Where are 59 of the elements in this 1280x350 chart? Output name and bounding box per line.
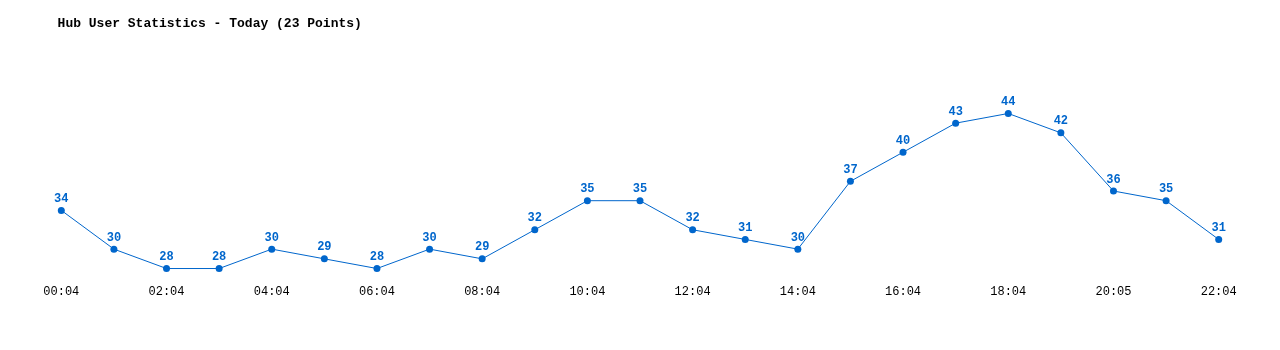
x-tick-label: 02:04 <box>148 285 185 299</box>
point <box>426 245 434 253</box>
data-label: 30 <box>264 230 279 245</box>
x-tick-label: 12:04 <box>674 285 711 299</box>
point <box>478 255 486 263</box>
data-label: 28 <box>369 250 385 265</box>
data-label: 30 <box>790 230 806 245</box>
point <box>952 119 960 127</box>
point <box>215 265 223 273</box>
data-label: 32 <box>527 211 542 226</box>
point <box>636 197 644 205</box>
data-label: 34 <box>54 192 69 207</box>
point <box>1057 129 1065 137</box>
point <box>531 226 539 234</box>
data-label: 35 <box>632 182 648 197</box>
point <box>794 245 802 253</box>
point <box>583 197 591 205</box>
data-label: 32 <box>685 211 700 226</box>
point <box>110 245 118 253</box>
point <box>268 245 276 253</box>
data-label: 37 <box>843 162 858 177</box>
x-tick-label: 08:04 <box>464 285 501 299</box>
x-tick-label: 10:04 <box>569 285 606 299</box>
data-label: 29 <box>474 240 490 255</box>
data-label: 35 <box>1158 182 1174 197</box>
data-label: 31 <box>738 221 753 236</box>
data-label: 44 <box>1001 95 1016 110</box>
data-label: 30 <box>422 230 437 245</box>
x-tick-label: 14:04 <box>779 285 816 299</box>
data-label: 43 <box>948 104 963 119</box>
data-label: 36 <box>1106 172 1121 187</box>
data-label: 28 <box>159 250 174 265</box>
x-tick-label: 16:04 <box>885 285 922 299</box>
x-tick-label: 04:04 <box>253 285 290 299</box>
data-label: 40 <box>895 133 911 148</box>
x-tick-label: 18:04 <box>990 285 1027 299</box>
point <box>689 226 697 234</box>
data-label: 30 <box>106 230 122 245</box>
x-tick-label: 00:04 <box>43 285 80 299</box>
point <box>1162 197 1170 205</box>
x-tick-label: 22:04 <box>1200 285 1237 299</box>
point <box>899 148 907 156</box>
point <box>163 265 171 273</box>
point <box>741 235 749 243</box>
data-label: 31 <box>1211 221 1226 236</box>
x-tick-label: 20:05 <box>1095 285 1132 299</box>
point <box>320 255 328 263</box>
point <box>57 206 65 214</box>
chart-title: Hub User Statistics - Today (23 Points) <box>57 15 362 31</box>
data-label: 42 <box>1053 114 1069 129</box>
point <box>1109 187 1117 195</box>
point <box>373 265 381 273</box>
data-label: 29 <box>317 240 332 255</box>
x-tick-label: 06:04 <box>358 285 395 299</box>
point <box>846 177 854 185</box>
data-label: 28 <box>211 250 227 265</box>
point <box>1215 235 1223 243</box>
point <box>1004 109 1012 117</box>
data-label: 35 <box>580 182 595 197</box>
